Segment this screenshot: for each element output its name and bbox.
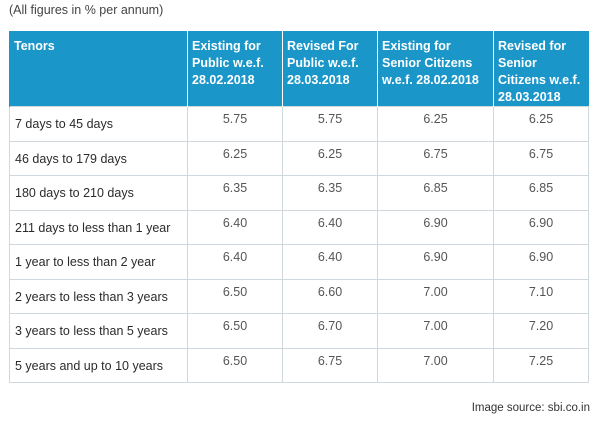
revised-senior-cell: 7.20 <box>493 313 589 349</box>
revised-senior-cell: 6.90 <box>493 244 589 280</box>
table-row: 46 days to 179 days 6.25 6.25 6.75 6.75 <box>9 140 589 176</box>
existing-public-cell: 5.75 <box>187 106 283 142</box>
existing-senior-cell: 7.00 <box>377 347 494 383</box>
existing-public-cell: 6.25 <box>187 140 283 176</box>
revised-public-cell: 6.40 <box>282 244 378 280</box>
image-source: Image source: sbi.co.in <box>471 402 590 414</box>
existing-senior-cell: 6.90 <box>377 209 494 245</box>
existing-public-cell: 6.35 <box>187 175 283 211</box>
existing-public-cell: 6.50 <box>187 313 283 349</box>
revised-senior-cell: 7.25 <box>493 347 589 383</box>
tenor-cell: 3 years to less than 5 years <box>9 313 188 349</box>
revised-public-cell: 6.35 <box>282 175 378 211</box>
tenor-cell: 1 year to less than 2 year <box>9 244 188 280</box>
revised-public-cell: 6.70 <box>282 313 378 349</box>
revised-public-cell: 5.75 <box>282 106 378 142</box>
header-existing-public: Existing for Public w.e.f. 28.02.2018 <box>187 31 283 107</box>
existing-public-cell: 6.40 <box>187 244 283 280</box>
existing-public-cell: 6.50 <box>187 278 283 314</box>
table-row: 1 year to less than 2 year 6.40 6.40 6.90 6.… <box>9 244 589 280</box>
revised-public-cell: 6.40 <box>282 209 378 245</box>
header-tenors: Tenors <box>9 31 188 107</box>
header-revised-senior: Revised for Senior Citizens w.e.f. 28.03… <box>493 31 589 107</box>
table-row: 5 years and up to 10 years 6.50 6.75 7.00 7.… <box>9 347 589 383</box>
existing-public-cell: 6.50 <box>187 347 283 383</box>
table-row: 2 years to less than 3 years 6.50 6.60 7.00… <box>9 278 589 314</box>
table-row: 180 days to 210 days 6.35 6.35 6.85 6.85 <box>9 175 589 211</box>
revised-senior-cell: 6.85 <box>493 175 589 211</box>
table-header-row: Tenors Existing for Public w.e.f. 28.02.… <box>9 31 589 107</box>
existing-senior-cell: 7.00 <box>377 313 494 349</box>
existing-senior-cell: 6.25 <box>377 106 494 142</box>
tenor-cell: 211 days to less than 1 year <box>9 209 188 245</box>
existing-senior-cell: 6.75 <box>377 140 494 176</box>
table-row: 3 years to less than 5 years 6.50 6.70 7.00… <box>9 313 589 349</box>
header-existing-senior: Existing for Senior Citizens w.e.f. 28.0… <box>377 31 494 107</box>
tenor-cell: 180 days to 210 days <box>9 175 188 211</box>
existing-public-cell: 6.40 <box>187 209 283 245</box>
fd-rates-table: Tenors Existing for Public w.e.f. 28.02.… <box>9 31 589 383</box>
existing-senior-cell: 7.00 <box>377 278 494 314</box>
tenor-cell: 2 years to less than 3 years <box>9 278 188 314</box>
table-row: 211 days to less than 1 year 6.40 6.40 6.90… <box>9 209 589 245</box>
existing-senior-cell: 6.90 <box>377 244 494 280</box>
revised-senior-cell: 7.10 <box>493 278 589 314</box>
revised-public-cell: 6.25 <box>282 140 378 176</box>
tenor-cell: 5 years and up to 10 years <box>9 347 188 383</box>
revised-public-cell: 6.60 <box>282 278 378 314</box>
existing-senior-cell: 6.85 <box>377 175 494 211</box>
tenor-cell: 46 days to 179 days <box>9 140 188 176</box>
table-row: 7 days to 45 days 5.75 5.75 6.25 6.25 <box>9 106 589 142</box>
revised-public-cell: 6.75 <box>282 347 378 383</box>
table-body: 7 days to 45 days 5.75 5.75 6.25 6.25 46 days… <box>9 106 589 383</box>
table-caption: (All figures in % per annum) <box>9 3 164 17</box>
tenor-cell: 7 days to 45 days <box>9 106 188 142</box>
revised-senior-cell: 6.90 <box>493 209 589 245</box>
revised-senior-cell: 6.25 <box>493 106 589 142</box>
header-revised-public: Revised For Public w.e.f. 28.03.2018 <box>282 31 378 107</box>
revised-senior-cell: 6.75 <box>493 140 589 176</box>
